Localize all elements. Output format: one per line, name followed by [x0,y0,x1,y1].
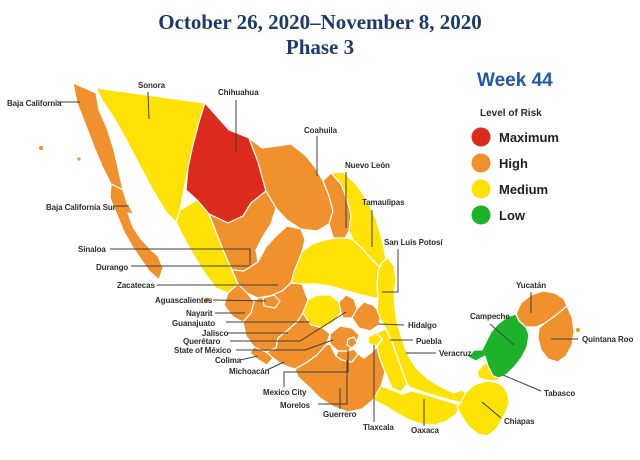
label-zacatecas: Zacatecas [117,281,155,290]
island-guadalupe [77,157,81,161]
leader-aguascalientes [212,299,267,302]
label-puebla: Puebla [416,337,442,346]
states-layer [39,82,580,437]
legend-label-maximum: Maximum [499,129,559,145]
state-aguascalientes [262,294,281,309]
label-yucatan: Yucatán [516,281,546,290]
label-tlaxcala: Tlaxcala [363,423,394,432]
label-san-luis-potosi: San Luis Potosí [384,238,443,247]
label-sinaloa: Sinaloa [78,245,106,254]
low-dot-icon [471,205,491,225]
medium-dot-icon [471,179,491,199]
label-chiapas: Chiapas [504,417,535,426]
label-chihuahua: Chihuahua [218,88,259,97]
title-phase: Phase 3 [285,35,355,60]
maximum-dot-icon [471,127,491,147]
label-tabasco: Tabasco [544,389,575,398]
label-state-of-mexico: State of México [174,346,231,355]
label-oaxaca: Oaxaca [411,426,440,435]
label-jalisco: Jalisco [202,329,229,338]
legend-item-medium: Medium [471,179,636,199]
label-colima: Colima [215,356,242,365]
state-labels-layer: Baja California Sonora Chihuahua Coahuil… [7,81,634,435]
state-campeche [467,313,530,379]
label-durango: Durango [96,263,128,272]
legend-item-high: High [471,153,636,173]
title-date-range: October 26, 2020–November 8, 2020 [158,10,482,34]
label-hidalgo: Hidalgo [408,321,437,330]
low-dot [471,205,491,225]
legend-label-high: High [499,155,528,171]
label-nuevo-leon: Nuevo León [345,161,390,170]
leader-chiapas [481,401,502,419]
island-cedros [39,146,43,150]
label-mexico-city: Mexico City [263,388,307,397]
leader-mexico-city [283,350,349,387]
legend-label-medium: Medium [499,181,549,197]
label-guanajuato: Guanajuato [172,319,215,328]
leader-state-of-mexico [236,339,334,351]
label-campeche: Campeche [470,312,510,321]
leader-sinaloa [110,248,251,265]
legend-title: Level of Risk [480,108,542,119]
week-heading: Week 44 [477,70,553,91]
label-aguascalientes: Aguascalientes [155,296,213,305]
medium-dot [471,179,491,199]
label-baja-california: Baja California [7,99,62,108]
label-morelos: Morelos [280,401,311,410]
maximum-dot [471,127,491,147]
leader-queretaro [230,311,347,342]
page-title: October 26, 2020–November 8, 2020 Phase … [0,10,640,60]
label-sonora: Sonora [138,81,166,90]
state-mexico-city [346,336,358,349]
leader-morelos [318,360,348,405]
state-morelos [335,348,359,363]
legend-label-low: Low [499,207,525,223]
leader-colima [239,355,259,361]
legend: Week 44 Level of Risk Maximum High Mediu… [471,70,636,231]
leader-tabasco [502,374,542,392]
legend-item-maximum: Maximum [471,127,636,147]
high-dot-icon [471,153,491,173]
label-guerrero: Guerrero [323,410,357,419]
state-baja-california-sur [109,183,164,281]
leader-san-luis-potosi [382,249,399,293]
state-colima [249,346,274,366]
label-quintana-roo: Quintana Roo [582,335,633,344]
state-chiapas [456,380,510,437]
state-queretaro [338,294,358,319]
label-veracruz: Veracruz [439,349,472,358]
label-tamaulipas: Tamaulipas [362,198,405,207]
label-nayarit: Nayarit [186,309,213,318]
high-dot [471,153,491,173]
legend-item-low: Low [471,205,636,225]
leader-michoacan [266,361,285,371]
label-michoacan: Michoacán [229,367,270,376]
label-queretaro: Querétaro [183,337,221,346]
label-baja-california-sur: Baja California Sur [46,203,116,212]
leader-hidalgo [377,323,405,326]
state-puebla [375,328,408,393]
state-quintana-roo [537,305,575,363]
island-islas-marias [204,297,210,303]
island-cozumel [576,328,580,332]
leader-campeche [489,323,515,346]
leader-sonora [147,91,150,120]
label-coahuila: Coahuila [304,126,338,135]
state-durango [208,190,277,272]
state-tlaxcala [367,332,383,347]
leader-lines-layer [57,91,578,426]
